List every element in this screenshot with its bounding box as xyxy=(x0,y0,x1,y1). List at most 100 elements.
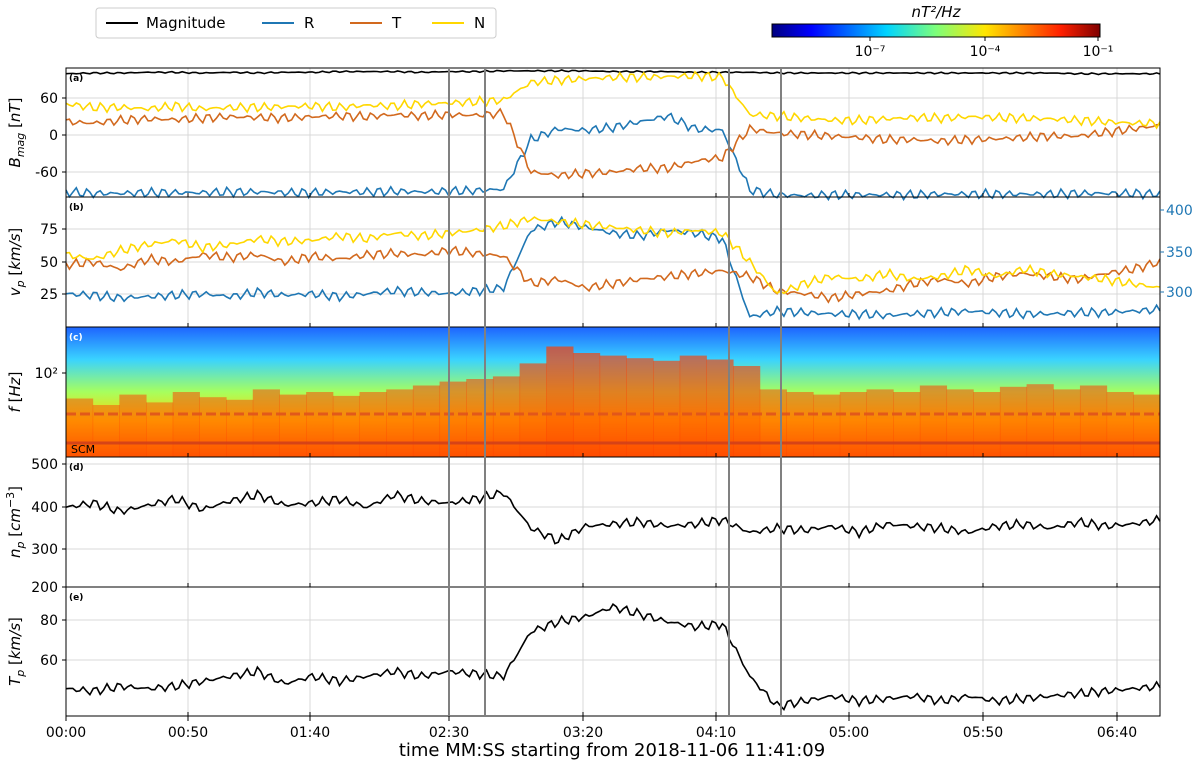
panel-label: (b) xyxy=(69,203,84,213)
spectrogram-column xyxy=(519,363,547,457)
spectrogram-column xyxy=(146,402,174,457)
spectrogram-column xyxy=(1079,385,1108,457)
legend: Magnitude R T N xyxy=(95,7,497,39)
panel-label: (d) xyxy=(69,463,84,473)
legend-label-t: T xyxy=(391,14,402,32)
y-tick-label: 60 xyxy=(40,653,58,669)
y-tick-label: 200 xyxy=(31,580,58,596)
spectrogram-column xyxy=(279,394,307,457)
panels: 60 0 -60 (a) Bmag [nT] 75 50 25 400 350 300 (b) vp [… xyxy=(4,67,1193,741)
y-tick-label: 50 xyxy=(40,255,58,271)
spectrogram-annotation: SCM xyxy=(71,443,95,456)
spectrogram-column xyxy=(386,389,414,457)
spectrogram-column xyxy=(359,392,387,457)
event-lines xyxy=(448,68,782,716)
spectrogram-column xyxy=(226,399,254,457)
y2-tick-label: 400 xyxy=(1166,203,1193,219)
spectrogram-column xyxy=(199,397,227,457)
spectrogram-column xyxy=(653,360,681,457)
spectrogram-column xyxy=(599,355,627,457)
panel-c: SCM 10² (c) f [Hz] xyxy=(6,326,1161,458)
colorbar-tick-label: 10⁻⁷ xyxy=(855,44,886,60)
spectrogram-column xyxy=(813,394,841,457)
legend-label-magnitude: Magnitude xyxy=(146,14,225,32)
y-axis-label: Bmag [nT] xyxy=(6,98,27,168)
panel-label: (a) xyxy=(69,74,83,84)
y-tick-label: 500 xyxy=(31,457,58,473)
series-line-t-p xyxy=(65,603,1161,711)
spectrogram-column xyxy=(626,358,654,457)
spectrogram-column xyxy=(973,392,1001,457)
y-axis-label: vp [km/s] xyxy=(6,228,27,297)
panel-frame xyxy=(65,586,1161,717)
y-axis-label: np [cm−3] xyxy=(4,486,27,558)
spectrogram-column xyxy=(759,389,787,457)
x-tick-label: 01:40 xyxy=(290,725,330,741)
panel-d: 500 400 300 200 (d) np [cm−3] xyxy=(4,456,1161,596)
spectrogram-column xyxy=(252,389,280,457)
x-tick-label: 05:00 xyxy=(829,725,869,741)
spectrogram-column xyxy=(679,355,707,457)
series-line-r xyxy=(65,112,1161,202)
series-line-t xyxy=(65,245,1161,304)
spectrogram-column xyxy=(1106,392,1134,457)
colorbar-gradient xyxy=(771,23,1101,38)
spectrogram-column xyxy=(439,381,467,457)
colorbar-label: nT²/Hz xyxy=(912,3,962,21)
x-tick-label: 00:00 xyxy=(46,725,86,741)
spectrogram-column xyxy=(1053,389,1081,457)
spectrogram-column xyxy=(1026,384,1054,457)
spectrogram-column xyxy=(572,353,601,457)
y-tick-label: 400 xyxy=(31,500,58,516)
spectrogram-column xyxy=(546,346,574,457)
y-tick-label: 80 xyxy=(40,613,58,629)
y-tick-label: -60 xyxy=(35,165,58,181)
y2-tick-label: 350 xyxy=(1166,245,1193,261)
spectrogram-column xyxy=(492,376,521,457)
legend-label-r: R xyxy=(304,14,314,32)
y-tick-label: 10² xyxy=(35,366,58,382)
spectrogram-column xyxy=(332,395,361,457)
x-tick-label: 02:30 xyxy=(429,725,469,741)
y-tick-label: 75 xyxy=(40,222,58,238)
spectrogram-column xyxy=(866,389,894,457)
spectrogram-column xyxy=(172,392,200,457)
y-tick-label: 25 xyxy=(40,287,58,303)
x-tick-label: 06:40 xyxy=(1097,725,1137,741)
panel-b: 75 50 25 400 350 300 (b) vp [km/s] xyxy=(6,196,1193,328)
spectrogram-column xyxy=(306,392,334,457)
colorbar: nT²/Hz 10⁻⁷ 10⁻⁴ 10⁻¹ xyxy=(771,3,1113,60)
panel-label: (e) xyxy=(69,593,83,603)
y2-tick-label: 300 xyxy=(1166,285,1193,301)
series-line-t xyxy=(65,107,1161,180)
spectrogram-column xyxy=(786,392,814,457)
y-tick-label: 300 xyxy=(31,542,58,558)
spectrogram-column xyxy=(839,392,867,457)
panel-e: 80 60 (e) Tp [km/s] xyxy=(6,586,1161,717)
spectrogram-column xyxy=(893,392,921,457)
x-tick-label: 00:50 xyxy=(168,725,208,741)
spectrogram xyxy=(66,327,1161,457)
series-line-r xyxy=(65,215,1161,321)
spectrogram-column xyxy=(119,394,147,457)
panel-label: (c) xyxy=(69,333,83,343)
y-axis-label: Tp [km/s] xyxy=(6,617,27,686)
spectrogram-column xyxy=(946,389,974,457)
panel-a: 60 0 -60 (a) Bmag [nT] xyxy=(6,67,1161,202)
x-tick-label: 03:20 xyxy=(563,725,603,741)
spectrogram-column xyxy=(999,386,1028,457)
legend-frame xyxy=(95,7,497,39)
x-tick-label: 05:50 xyxy=(963,725,1003,741)
series-line-n xyxy=(65,216,1161,295)
y-axis-label: f [Hz] xyxy=(6,372,24,413)
x-tick-label: 04:10 xyxy=(696,725,736,741)
legend-label-n: N xyxy=(474,14,485,32)
y-tick-label: 60 xyxy=(40,91,58,107)
x-axis: 00:00 00:50 01:40 02:30 03:20 04:10 05:00 05:50… xyxy=(46,716,1137,741)
spectrogram-column xyxy=(1133,394,1161,457)
series-line-n xyxy=(65,70,1161,130)
colorbar-tick-label: 10⁻⁴ xyxy=(970,44,1001,60)
series-line-magnitude xyxy=(65,69,1161,76)
